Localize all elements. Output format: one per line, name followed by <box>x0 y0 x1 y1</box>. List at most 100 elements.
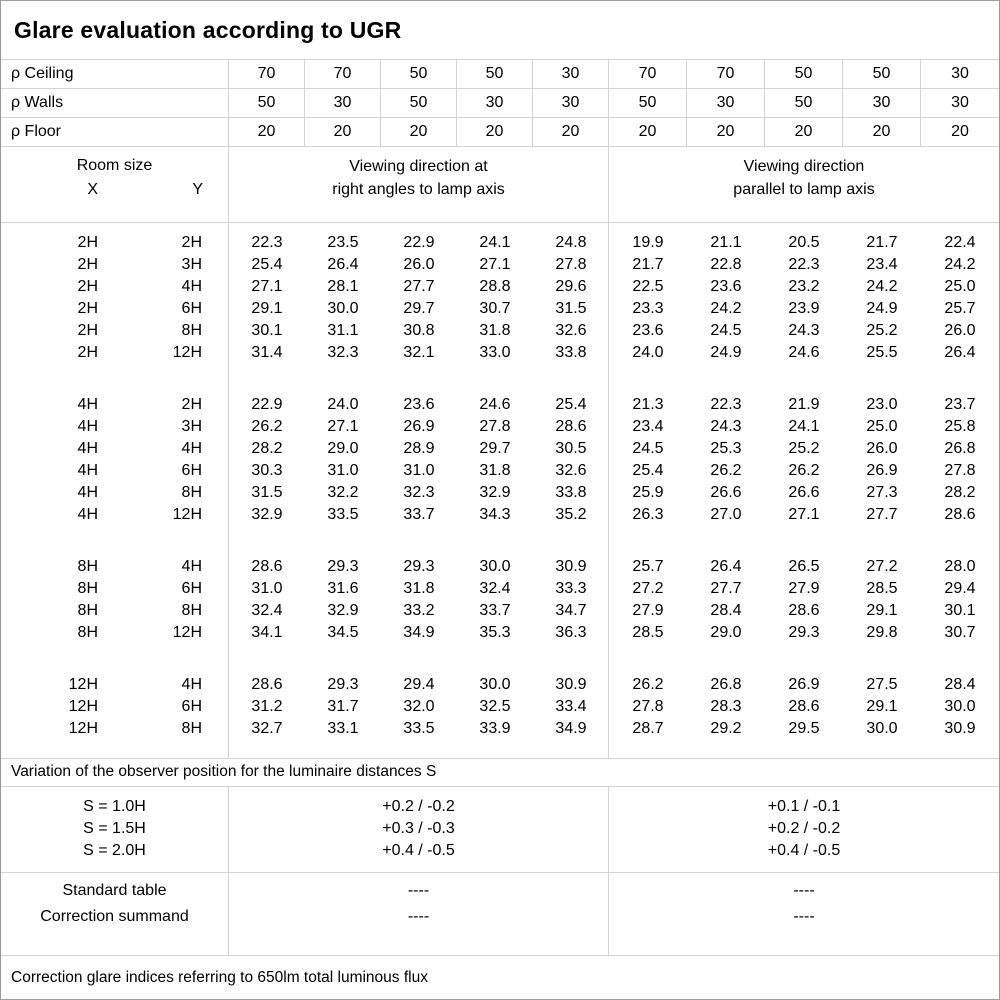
ugr-value-parallel: 28.6 <box>944 506 976 523</box>
ugr-value-parallel: 22.3 <box>710 396 742 413</box>
ugr-value-parallel: 24.1 <box>788 418 820 435</box>
reflectance-value-cell: 30 <box>843 89 921 117</box>
standard-table-value: ---- <box>793 882 815 899</box>
ugr-value-parallel: 30.9 <box>944 720 976 737</box>
ugr-value-right-angles: 34.9 <box>403 624 435 641</box>
room-y-label: 2H <box>181 396 202 413</box>
ugr-value-right-angles: 31.8 <box>479 322 511 339</box>
ugr-value-parallel: 27.5 <box>866 676 898 693</box>
ugr-value-parallel: 29.3 <box>788 624 820 641</box>
ugr-value-right-angles: 31.6 <box>327 580 359 597</box>
reflectance-value-cell: 30 <box>687 89 765 117</box>
ugr-value-parallel: 22.4 <box>944 234 976 251</box>
ugr-value-parallel: 24.3 <box>710 418 742 435</box>
s-label: S = 1.5H <box>83 820 146 837</box>
ugr-value-right-angles: 29.7 <box>479 440 511 457</box>
ugr-value-right-angles: 34.7 <box>555 602 587 619</box>
ugr-value-right-angles: 33.3 <box>555 580 587 597</box>
header-viewing-right-angles: Viewing direction at right angles to lam… <box>229 147 609 222</box>
ugr-value-parallel: 24.5 <box>710 322 742 339</box>
ugr-value-right-angles: 29.3 <box>327 558 359 575</box>
ugr-value-parallel: 27.7 <box>710 580 742 597</box>
ugr-value-right-angles: 29.3 <box>327 676 359 693</box>
ugr-value-parallel: 24.9 <box>710 344 742 361</box>
ugr-value-parallel: 23.6 <box>632 322 664 339</box>
room-size-header: Room size X Y <box>1 147 229 222</box>
room-x-label: 2H <box>77 234 98 251</box>
ugr-value-parallel: 21.9 <box>788 396 820 413</box>
ugr-value-right-angles: 32.1 <box>403 344 435 361</box>
reflectance-value-cell: 20 <box>381 118 457 146</box>
ugr-value-right-angles: 31.0 <box>403 462 435 479</box>
ugr-value-parallel: 26.5 <box>788 558 820 575</box>
ugr-value-parallel: 23.9 <box>788 300 820 317</box>
ugr-value-right-angles: 31.4 <box>251 344 283 361</box>
ugr-value-parallel: 26.2 <box>710 462 742 479</box>
s-value: +0.2 / -0.2 <box>767 820 841 837</box>
ugr-table-row: 12H 6H 31.2 31.7 32.0 32.5 33.4 27.8 28.3 28.6 29.… <box>1 696 999 718</box>
ugr-value-right-angles: 28.6 <box>251 676 283 693</box>
ugr-value-right-angles: 24.0 <box>327 396 359 413</box>
room-x-label: 4H <box>77 396 98 413</box>
ugr-value-parallel: 22.8 <box>710 256 742 273</box>
ugr-value-right-angles: 30.0 <box>327 300 359 317</box>
variation-note-row: Variation of the observer position for t… <box>1 758 999 787</box>
ugr-value-right-angles: 33.9 <box>479 720 511 737</box>
room-x-label: 4H <box>77 462 98 479</box>
ugr-table-row: 12H 4H 28.6 29.3 29.4 30.0 30.9 26.2 26.8 26.9 27.… <box>1 674 999 696</box>
reflectance-value-cell: 50 <box>765 60 843 88</box>
reflectance-value-cell: 30 <box>457 89 533 117</box>
ugr-value-right-angles: 31.1 <box>327 322 359 339</box>
ugr-value-parallel: 28.2 <box>944 484 976 501</box>
s-label: S = 1.0H <box>83 798 146 815</box>
ugr-value-right-angles: 34.9 <box>555 720 587 737</box>
ugr-value-right-angles: 22.3 <box>251 234 283 251</box>
footer-text: Correction glare indices referring to 65… <box>11 968 428 986</box>
room-x-label: 2H <box>77 322 98 339</box>
ugr-value-parallel: 23.6 <box>710 278 742 295</box>
ugr-value-right-angles: 30.1 <box>251 322 283 339</box>
reflectance-value-cell: 20 <box>533 118 609 146</box>
group-gap <box>1 644 999 674</box>
ugr-table-row: 8H 6H 31.0 31.6 31.8 32.4 33.3 27.2 27.7 27.9 28.5… <box>1 578 999 600</box>
ugr-table-row: 8H 4H 28.6 29.3 29.3 30.0 30.9 25.7 26.4 26.5 27.2… <box>1 556 999 578</box>
room-y-label: 4H <box>181 278 202 295</box>
ugr-table-row: 2H 4H 27.1 28.1 27.7 28.8 29.6 22.5 23.6 23.2 24.2… <box>1 276 999 298</box>
reflectance-value-cell: 30 <box>533 89 609 117</box>
ugr-value-right-angles: 32.3 <box>327 344 359 361</box>
reflectance-value-cell: 20 <box>843 118 921 146</box>
ugr-value-right-angles: 28.8 <box>479 278 511 295</box>
reflectance-value-cell: 70 <box>609 60 687 88</box>
ugr-value-parallel: 25.9 <box>632 484 664 501</box>
ugr-value-parallel: 26.6 <box>788 484 820 501</box>
room-y-label: 3H <box>181 418 202 435</box>
s-values-right-angles: +0.2 / -0.2 +0.3 / -0.3 +0.4 / -0.5 <box>229 787 609 872</box>
reflectance-row: ρ Walls 50 30 50 30 30 50 30 50 30 30 <box>1 89 999 118</box>
ugr-value-parallel: 23.7 <box>944 396 976 413</box>
ugr-value-right-angles: 30.0 <box>479 676 511 693</box>
ugr-table-row: 2H 6H 29.1 30.0 29.7 30.7 31.5 23.3 24.2 23.9 24.9… <box>1 298 999 320</box>
ugr-value-parallel: 28.0 <box>944 558 976 575</box>
ugr-value-right-angles: 30.3 <box>251 462 283 479</box>
ugr-value-parallel: 26.4 <box>944 344 976 361</box>
ugr-table-row: 4H 2H 22.9 24.0 23.6 24.6 25.4 21.3 22.3 21.9 23.0… <box>1 394 999 416</box>
ugr-value-right-angles: 34.5 <box>327 624 359 641</box>
ugr-value-right-angles: 27.1 <box>251 278 283 295</box>
reflectance-value-cell: 20 <box>951 123 969 140</box>
ugr-value-right-angles: 27.8 <box>555 256 587 273</box>
ugr-value-right-angles: 29.6 <box>555 278 587 295</box>
ugr-value-right-angles: 32.5 <box>479 698 511 715</box>
room-size-x-label: X <box>87 181 98 198</box>
room-x-label: 8H <box>77 580 98 597</box>
ugr-value-parallel: 24.2 <box>944 256 976 273</box>
ugr-value-right-angles: 28.6 <box>555 418 587 435</box>
ugr-value-parallel: 28.4 <box>944 676 976 693</box>
reflectance-value-cell: 20 <box>305 118 381 146</box>
reflectance-value-cell: 50 <box>381 89 457 117</box>
ugr-value-right-angles: 31.7 <box>327 698 359 715</box>
room-y-label: 2H <box>181 234 202 251</box>
ugr-value-right-angles: 32.9 <box>479 484 511 501</box>
ugr-value-parallel: 28.4 <box>710 602 742 619</box>
variation-note-text: Variation of the observer position for t… <box>11 763 437 780</box>
ugr-table-row: 4H 6H 30.3 31.0 31.0 31.8 32.6 25.4 26.2 26.2 26.9… <box>1 460 999 482</box>
